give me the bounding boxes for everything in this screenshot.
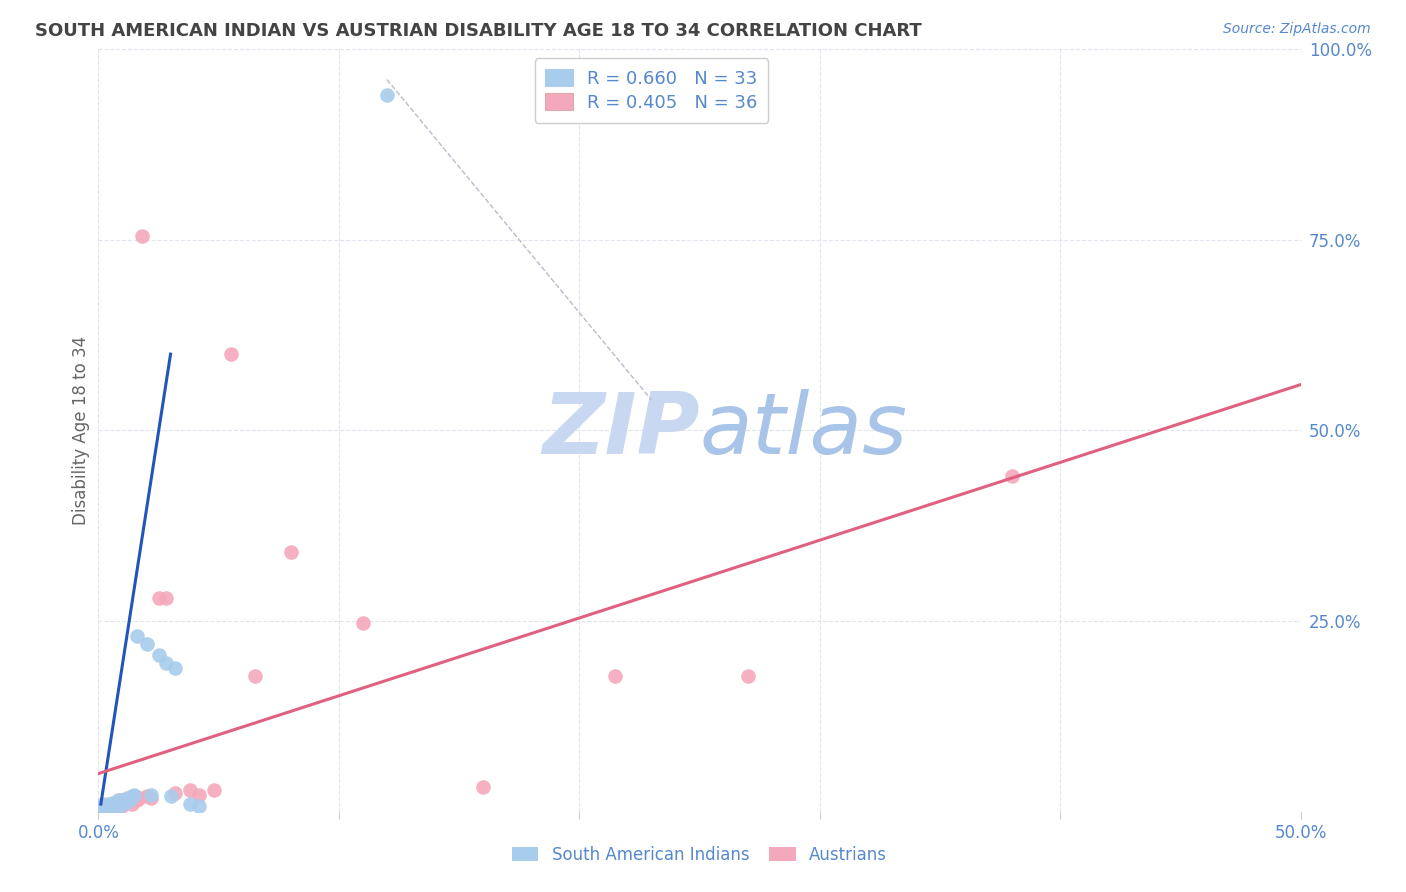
Point [97,802,120,816]
Text: atlas: atlas [700,389,907,472]
Point [219,347,242,361]
Point [104,796,127,810]
Point [101,798,124,813]
Legend: South American Indians, Austrians: South American Indians, Austrians [503,838,896,872]
Y-axis label: Disability Age 18 to 34: Disability Age 18 to 34 [72,335,90,525]
Point [107,797,129,811]
Point [117,791,139,805]
Point [1001,469,1024,483]
Point [108,797,131,811]
Point [124,789,146,804]
Text: SOUTH AMERICAN INDIAN VS AUSTRIAN DISABILITY AGE 18 TO 34 CORRELATION CHART: SOUTH AMERICAN INDIAN VS AUSTRIAN DISABI… [35,22,922,40]
Point [104,801,127,815]
Point [104,796,127,810]
Point [125,629,148,643]
Text: Source: ZipAtlas.com: Source: ZipAtlas.com [1223,22,1371,37]
Point [188,798,211,813]
Point [101,797,124,811]
Point [128,791,150,805]
Point [148,648,170,663]
Point [135,637,157,651]
Point [155,591,177,606]
Point [159,789,181,804]
Point [101,801,124,815]
Point [188,788,211,802]
Point [90,801,112,815]
Point [165,661,187,675]
Point [94,801,117,815]
Point [375,87,398,102]
Point [117,793,139,807]
Point [111,793,134,807]
Point [125,793,148,807]
Point [94,801,117,815]
Point [165,786,187,800]
Point [114,796,136,810]
Point [121,797,143,811]
Point [179,797,201,811]
Point [118,793,141,807]
Point [90,801,112,815]
Point [124,788,146,802]
Point [155,656,177,670]
Point [97,798,120,813]
Point [97,797,120,811]
Point [94,798,117,813]
Point [148,591,170,606]
Point [352,615,374,630]
Point [243,669,266,683]
Point [141,791,163,805]
Point [100,798,122,813]
Point [114,796,136,810]
Point [107,801,129,815]
Point [100,801,122,815]
Point [101,796,124,810]
Point [141,788,163,802]
Point [737,669,759,683]
Point [605,669,627,683]
Point [97,801,120,815]
Point [91,798,114,813]
Point [100,797,122,811]
Point [121,789,143,804]
Point [91,801,114,815]
Point [111,798,134,813]
Point [118,791,141,805]
Point [179,783,201,797]
Point [91,797,114,811]
Point [135,789,157,804]
Point [280,545,302,559]
Point [202,783,225,797]
Point [104,801,127,815]
Point [472,780,495,795]
Point [107,793,129,807]
Text: ZIP: ZIP [541,389,700,472]
Point [108,793,131,807]
Point [131,228,153,243]
